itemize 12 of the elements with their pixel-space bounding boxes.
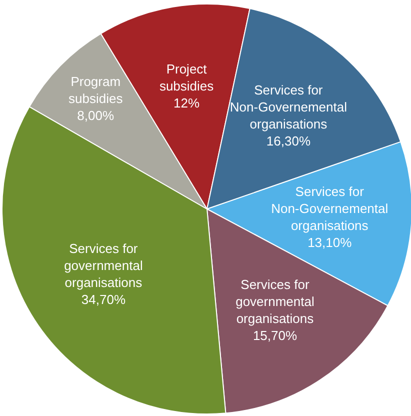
data-label: 34,70% [81, 292, 126, 308]
data-label: 15,70% [252, 328, 298, 344]
slice-label: Program subsidies [68, 74, 124, 107]
data-label: 8,00% [77, 108, 114, 124]
data-label: 13,10% [308, 236, 352, 251]
data-label: 16,30% [266, 134, 311, 149]
data-label: 12% [174, 96, 200, 112]
slice-label: Services for Non-Governemental organisations [271, 184, 388, 234]
slice-label: Services for governmental organisations [64, 241, 143, 290]
slice-label: Services for Non-Governemental organisations [230, 82, 348, 132]
slice-label: Project subsidies [159, 62, 214, 94]
slice-label: Services for governmental organisations [236, 277, 314, 326]
